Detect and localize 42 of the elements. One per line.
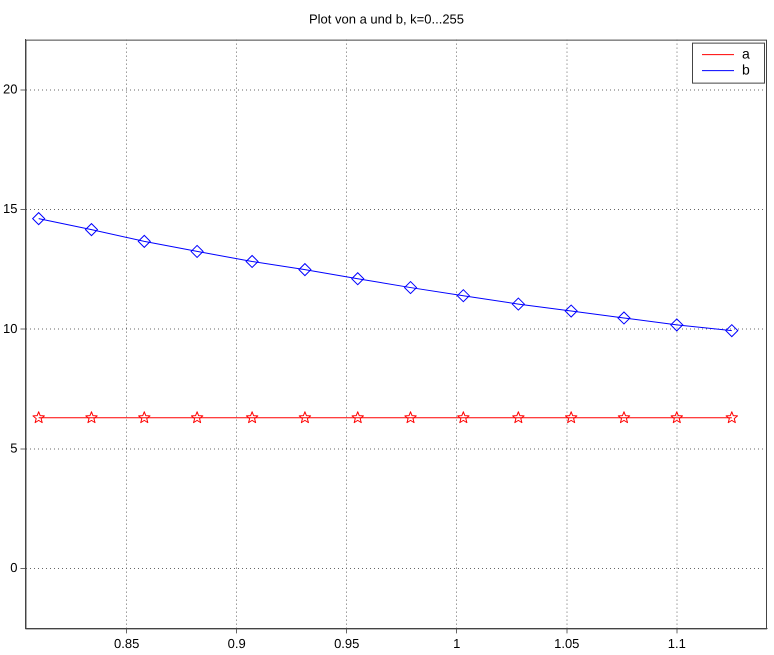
y-tick-label: 20 bbox=[2, 81, 18, 96]
point bbox=[351, 272, 364, 286]
point bbox=[404, 281, 418, 294]
point bbox=[512, 411, 525, 424]
point bbox=[138, 411, 150, 424]
point bbox=[564, 411, 578, 424]
x-tick-label: 1.1 bbox=[668, 636, 686, 651]
point bbox=[190, 411, 204, 424]
point bbox=[617, 311, 630, 324]
point bbox=[84, 223, 98, 236]
x-tick-label: 0.95 bbox=[334, 636, 360, 651]
point bbox=[298, 263, 312, 276]
chart-title: Plot von a und b, k=0...255 bbox=[308, 11, 464, 26]
y-tick-label: 0 bbox=[10, 560, 18, 576]
point bbox=[32, 212, 46, 226]
point bbox=[352, 411, 364, 424]
point bbox=[404, 411, 417, 424]
point bbox=[456, 289, 470, 302]
point bbox=[32, 411, 45, 424]
point bbox=[246, 411, 258, 424]
y-tick-label: 10 bbox=[2, 320, 18, 336]
point bbox=[246, 254, 259, 268]
point bbox=[670, 411, 683, 424]
x-tick-label: 1.05 bbox=[554, 636, 580, 651]
point bbox=[725, 324, 738, 338]
x-tick-label: 0.85 bbox=[114, 636, 140, 651]
legend-label: a bbox=[742, 45, 750, 62]
y-tick-label: 15 bbox=[2, 201, 18, 216]
point bbox=[726, 411, 738, 424]
point bbox=[85, 411, 98, 424]
point bbox=[564, 304, 578, 318]
x-tick-label: 1 bbox=[453, 636, 460, 651]
point bbox=[618, 411, 630, 424]
point bbox=[457, 411, 470, 424]
point bbox=[670, 318, 684, 332]
x-tick-label: 0.9 bbox=[228, 636, 246, 651]
y-tick-label: 5 bbox=[10, 440, 18, 456]
point bbox=[138, 234, 151, 248]
point bbox=[190, 244, 204, 258]
legend-label: b bbox=[742, 61, 750, 78]
point bbox=[298, 411, 312, 424]
point bbox=[512, 298, 525, 311]
